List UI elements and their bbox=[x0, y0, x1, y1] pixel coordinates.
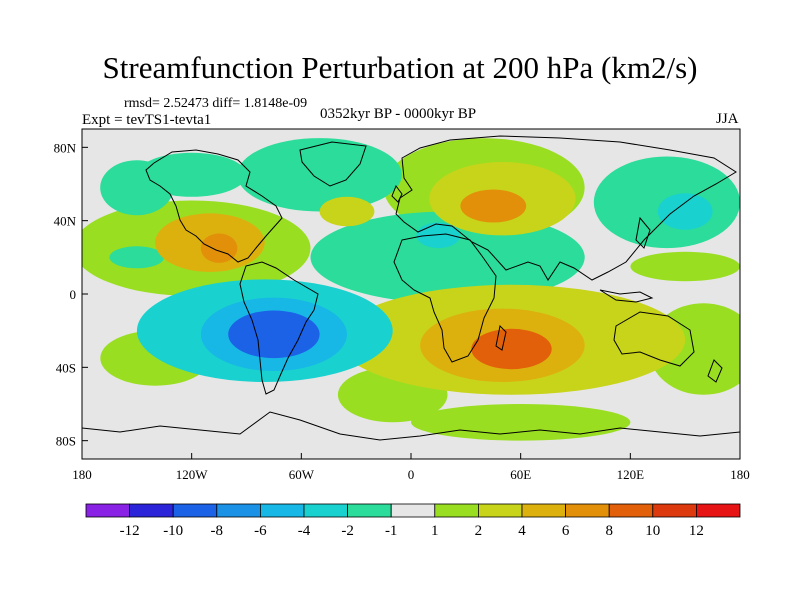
anomaly-contour-19 bbox=[416, 222, 461, 249]
anomaly-contour-24 bbox=[200, 233, 238, 263]
north-america-coastline bbox=[145, 149, 283, 263]
greenland-coastline bbox=[299, 141, 367, 187]
colorbar-label-13: 12 bbox=[689, 523, 704, 539]
rmsd-diff-stats: rmsd= 2.52473 diff= 1.8148e-09 bbox=[124, 96, 308, 111]
colorbar-swatch-6 bbox=[347, 503, 392, 518]
colorbar-label-0: -12 bbox=[120, 523, 140, 539]
colorbar-swatch-7 bbox=[390, 503, 436, 518]
y-tick-label-0: 80N bbox=[54, 140, 77, 155]
colorbar-swatch-10 bbox=[521, 503, 566, 518]
colorbar-swatch-2 bbox=[172, 503, 218, 518]
anomaly-contour-8 bbox=[109, 246, 165, 269]
x-tick-label-0: 180 bbox=[72, 467, 92, 482]
time-period-label: 0352kyr BP - 0000kyr BP bbox=[320, 106, 477, 122]
maritime-continent-coastline bbox=[599, 289, 654, 303]
anomaly-contour-3 bbox=[237, 138, 402, 212]
colorbar-swatch-0 bbox=[85, 503, 130, 518]
colorbar-swatch-13 bbox=[652, 503, 697, 518]
colorbar-label-11: 8 bbox=[605, 523, 613, 539]
colorbar-swatch-4 bbox=[259, 503, 305, 518]
colorbar-swatch-14 bbox=[696, 503, 741, 518]
x-tick-label-4: 60E bbox=[510, 467, 531, 482]
antarctica-coastline bbox=[82, 411, 740, 441]
new-zealand-coastline bbox=[707, 359, 723, 383]
colorbar-swatch-5 bbox=[303, 503, 348, 518]
anomaly-contour-20 bbox=[657, 193, 713, 230]
colorbar: -12 -10 -8 -6 -4 -2 -1 1 2 4 6 8 10 12 bbox=[85, 503, 741, 539]
colorbar-label-3: -6 bbox=[254, 523, 267, 539]
colorbar-swatch-8 bbox=[434, 503, 479, 518]
x-tick-label-2: 60W bbox=[289, 467, 315, 482]
colorbar-label-8: 2 bbox=[475, 523, 483, 539]
y-tick-label-3: 40S bbox=[56, 360, 76, 375]
colorbar-swatch-11 bbox=[565, 503, 610, 518]
coastlines bbox=[82, 135, 740, 441]
x-tick-label-6: 180 bbox=[730, 467, 750, 482]
south-america-coastline bbox=[239, 261, 319, 395]
y-tick-label-1: 40N bbox=[54, 214, 77, 229]
colorbar-label-1: -10 bbox=[163, 523, 183, 539]
colorbar-label-10: 6 bbox=[562, 523, 570, 539]
anomaly-contour-7 bbox=[136, 152, 247, 197]
anomaly-contour-25 bbox=[471, 328, 552, 370]
colorbar-label-7: 1 bbox=[431, 523, 439, 539]
y-tick-label-4: 80S bbox=[56, 434, 76, 449]
colorbar-label-12: 10 bbox=[645, 523, 660, 539]
season-label: JJA bbox=[716, 111, 739, 127]
madagascar-coastline bbox=[495, 324, 507, 351]
colorbar-label-5: -2 bbox=[341, 523, 354, 539]
british-isles-coastline bbox=[391, 184, 403, 203]
x-tick-label-3: 0 bbox=[408, 467, 415, 482]
eurasia-coastline bbox=[395, 135, 737, 281]
x-tick-label-1: 120W bbox=[176, 467, 209, 482]
colorbar-label-6: -1 bbox=[385, 523, 398, 539]
colorbar-swatch-3 bbox=[216, 503, 261, 518]
experiment-label: Expt = tevTS1-tevta1 bbox=[82, 112, 212, 128]
anomaly-contour-23 bbox=[460, 189, 527, 223]
axis-ticks: 180 120W 60W 0 60E 120E 180 80N 40N 0 40S 80S bbox=[54, 140, 750, 482]
africa-coastline bbox=[393, 233, 497, 363]
y-tick-label-2: 0 bbox=[70, 287, 77, 302]
colorbar-swatch-1 bbox=[129, 503, 174, 518]
colorbar-swatch-9 bbox=[477, 503, 523, 518]
anomaly-contour-26 bbox=[228, 310, 320, 359]
japan-coastline bbox=[635, 216, 651, 249]
anomaly-contour-12 bbox=[411, 404, 631, 441]
colorbar-label-4: -4 bbox=[298, 523, 311, 539]
colorbar-swatch-12 bbox=[608, 503, 654, 518]
streamfunction-field bbox=[82, 129, 740, 459]
anomaly-contour-5 bbox=[630, 251, 740, 282]
map-title: Streamfunction Perturbation at 200 hPa (… bbox=[102, 50, 698, 85]
anomaly-contour-17 bbox=[319, 196, 375, 227]
australia-coastline bbox=[613, 311, 695, 367]
colorbar-label-2: -8 bbox=[211, 523, 224, 539]
colorbar-label-9: 4 bbox=[518, 523, 526, 539]
x-tick-label-5: 120E bbox=[617, 467, 645, 482]
